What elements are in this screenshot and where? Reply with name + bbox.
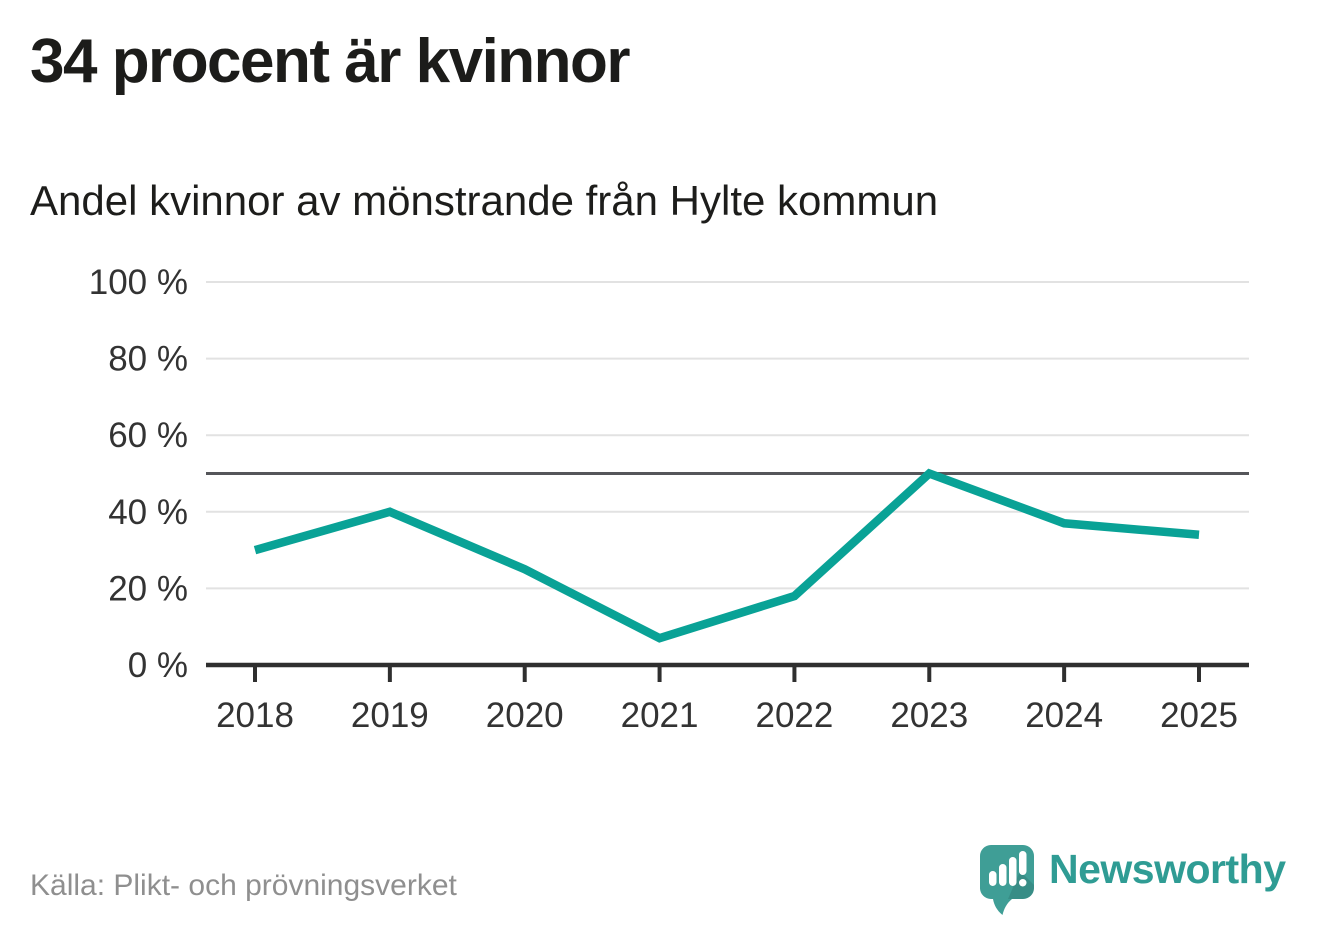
x-axis-tick-label: 2024 <box>1025 696 1103 735</box>
x-axis-tick-label: 2023 <box>890 696 968 735</box>
data-line-series <box>253 468 1200 643</box>
newsworthy-logo-icon <box>980 845 1034 915</box>
x-axis-tick-label: 2025 <box>1160 696 1238 735</box>
y-axis-tick-label: 60 % <box>108 416 188 455</box>
chart-title: 34 procent är kvinnor <box>30 27 631 96</box>
source-note: Källa: Plikt- och prövningsverket <box>30 869 457 902</box>
logo-exclamation-bar <box>1019 851 1027 875</box>
x-axis-tick-label: 2022 <box>755 696 833 735</box>
y-axis-tick-label: 40 % <box>108 493 188 532</box>
x-axis-tick-label: 2018 <box>216 696 294 735</box>
logo-bar-2 <box>999 864 1007 886</box>
x-axis-tick-label: 2019 <box>351 696 429 735</box>
logo-bar-1 <box>989 871 997 886</box>
logo-bar-3 <box>1009 857 1017 886</box>
logo-exclamation-dot <box>1019 879 1027 887</box>
newsworthy-logo: Newsworthy <box>980 845 1286 921</box>
newsworthy-logo-text: Newsworthy <box>1049 846 1286 892</box>
chart-subtitle: Andel kvinnor av mönstrande från Hylte k… <box>30 177 939 224</box>
x-axis-tick-label: 2021 <box>621 696 699 735</box>
y-axis-tick-label: 20 % <box>108 569 188 608</box>
x-axis-tick-label: 2020 <box>486 696 564 735</box>
y-axis-tick-label: 0 % <box>128 646 188 685</box>
y-axis-tick-label: 80 % <box>108 340 188 379</box>
y-axis-tick-label: 100 % <box>89 263 188 302</box>
